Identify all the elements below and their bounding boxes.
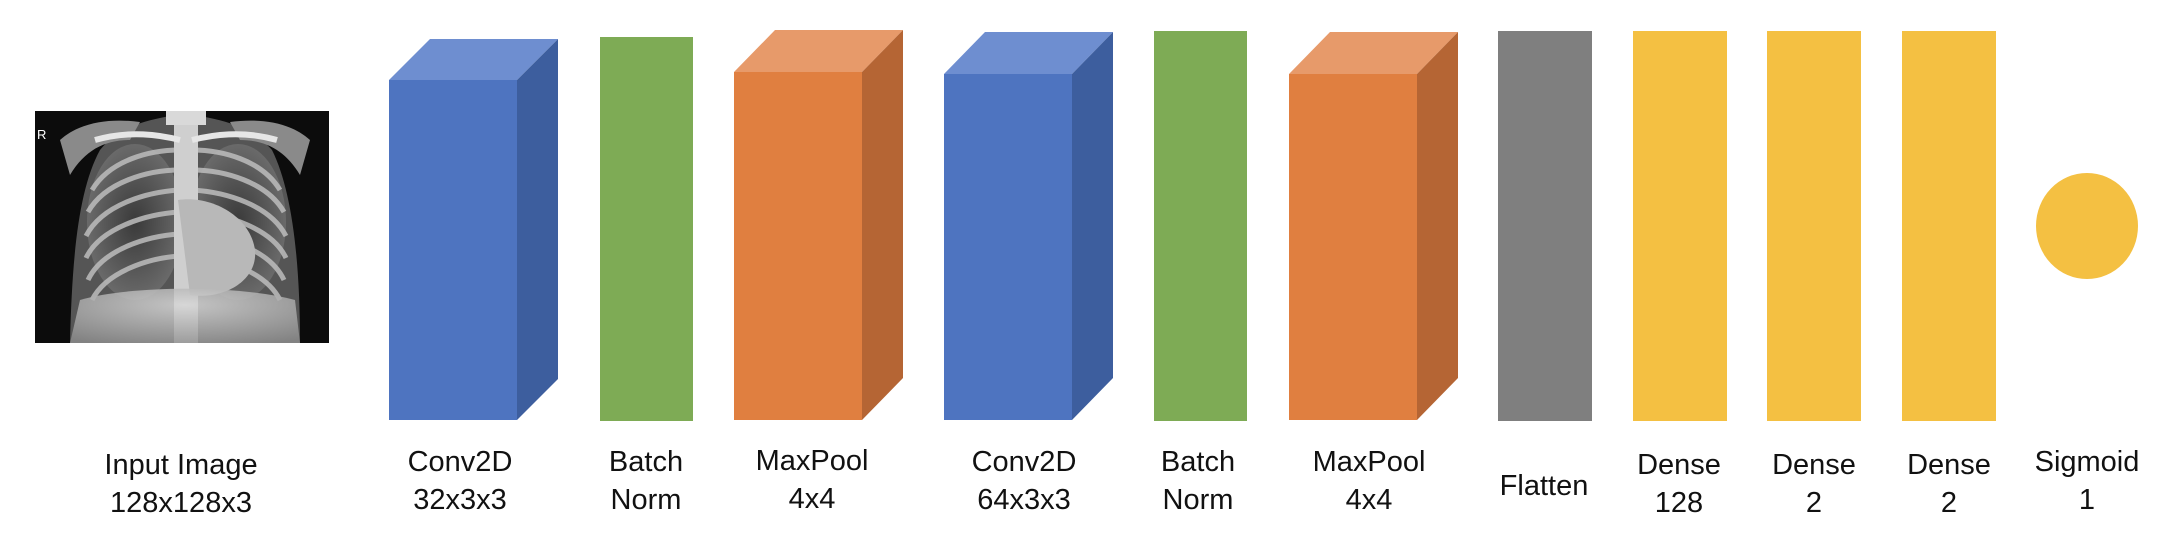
maxpool-2-label-line1: MaxPool bbox=[1312, 446, 1426, 478]
dense-2-label-line1: Dense bbox=[1772, 449, 1856, 481]
batchnorm-2-label-line2: Norm bbox=[1162, 484, 1234, 516]
dense-3-label-line2: 2 bbox=[1940, 487, 1958, 519]
conv2d-2-label-line1: Conv2D bbox=[971, 446, 1077, 478]
image-marker-label: R bbox=[37, 127, 46, 142]
sigmoid-label-line1: Sigmoid bbox=[2034, 446, 2140, 478]
batchnorm-1-label-line2: Norm bbox=[610, 484, 682, 516]
conv2d-2-label: Conv2D 64x3x3 bbox=[972, 443, 1077, 519]
maxpool-2-block bbox=[1289, 32, 1458, 420]
sigmoid-label-line2: 1 bbox=[2078, 484, 2096, 516]
dense-2-label-line2: 2 bbox=[1805, 487, 1823, 519]
batchnorm-2-label: Batch Norm bbox=[1161, 443, 1235, 519]
conv2d-2-block bbox=[944, 32, 1113, 420]
dense-3-label-line1: Dense bbox=[1907, 449, 1991, 481]
dense-3-label: Dense 2 bbox=[1907, 446, 1991, 522]
dense-3-block bbox=[1902, 31, 1996, 421]
dense-2-label: Dense 2 bbox=[1772, 446, 1856, 522]
flatten-block bbox=[1498, 31, 1592, 421]
input-xray-image bbox=[35, 111, 329, 343]
sigmoid-node bbox=[2036, 173, 2138, 279]
maxpool-1-block bbox=[734, 30, 903, 420]
input-image-label-line2: 128x128x3 bbox=[110, 487, 252, 519]
maxpool-1-label-line2: 4x4 bbox=[788, 483, 836, 515]
flatten-label-line1: Flatten bbox=[1499, 470, 1589, 502]
maxpool-1-label-line1: MaxPool bbox=[755, 445, 869, 477]
conv2d-1-block bbox=[389, 39, 558, 420]
dense-1-label-line1: Dense bbox=[1637, 449, 1721, 481]
conv2d-1-label-line1: Conv2D bbox=[407, 446, 513, 478]
conv2d-1-label: Conv2D 32x3x3 bbox=[408, 443, 513, 519]
batchnorm-2-label-line1: Batch bbox=[1160, 446, 1236, 478]
maxpool-1-label: MaxPool 4x4 bbox=[756, 442, 869, 518]
maxpool-2-label-line2: 4x4 bbox=[1345, 484, 1393, 516]
flatten-label: Flatten bbox=[1500, 467, 1589, 505]
input-image-label-line1: Input Image bbox=[104, 449, 258, 481]
sigmoid-label: Sigmoid 1 bbox=[2035, 443, 2140, 519]
batchnorm-1-label-line1: Batch bbox=[608, 446, 684, 478]
dense-1-block bbox=[1633, 31, 1727, 421]
batchnorm-1-label: Batch Norm bbox=[609, 443, 683, 519]
conv2d-1-label-line2: 32x3x3 bbox=[413, 484, 507, 516]
batchnorm-1-block bbox=[600, 37, 693, 421]
conv2d-2-label-line2: 64x3x3 bbox=[977, 484, 1071, 516]
batchnorm-2-block bbox=[1154, 31, 1247, 421]
maxpool-2-label: MaxPool 4x4 bbox=[1313, 443, 1426, 519]
dense-1-label-line2: 128 bbox=[1654, 487, 1704, 519]
dense-1-label: Dense 128 bbox=[1637, 446, 1721, 522]
input-image-label: Input Image 128x128x3 bbox=[104, 446, 257, 522]
dense-2-block bbox=[1767, 31, 1861, 421]
